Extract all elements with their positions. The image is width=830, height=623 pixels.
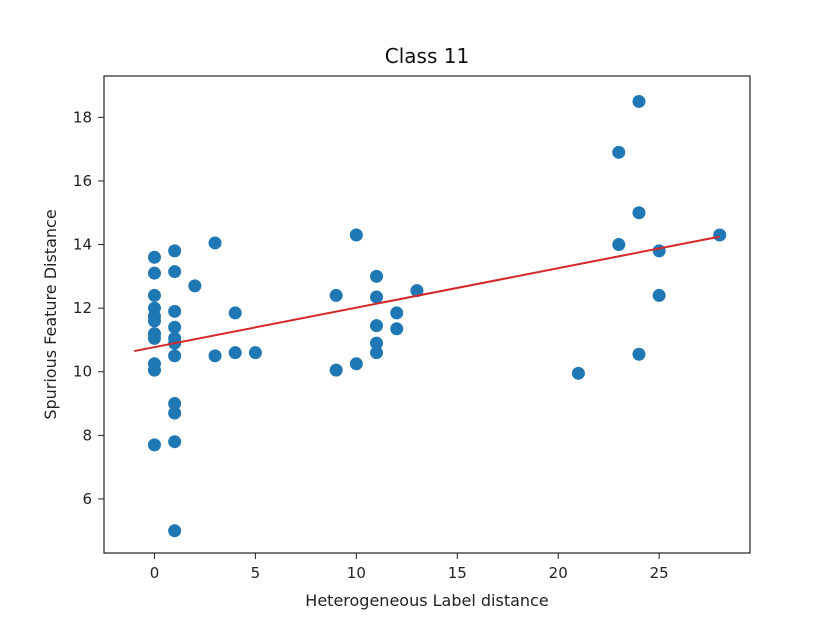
data-point [612, 238, 626, 252]
x-tick-label: 15 [448, 564, 467, 582]
data-point [147, 363, 161, 377]
data-point [147, 288, 161, 302]
chart-title: Class 11 [385, 44, 469, 68]
data-point [632, 206, 646, 220]
y-tick-label: 6 [82, 490, 92, 508]
data-point [168, 304, 182, 318]
data-point [208, 236, 222, 250]
data-point [632, 94, 646, 108]
data-point [208, 349, 222, 363]
data-point [390, 306, 404, 320]
data-point [168, 397, 182, 411]
regression-line [134, 235, 720, 353]
y-tick-label: 8 [82, 426, 92, 444]
data-point [370, 346, 384, 360]
data-point [329, 363, 343, 377]
x-tick-label: 25 [650, 564, 669, 582]
data-point [410, 284, 424, 298]
y-axis-label: Spurious Feature Distance [41, 209, 60, 419]
data-point [248, 346, 262, 360]
data-point [188, 279, 202, 293]
x-tick-label: 10 [347, 564, 366, 582]
y-tick-label: 10 [73, 363, 92, 381]
data-point [147, 250, 161, 264]
data-point [228, 346, 242, 360]
data-point [168, 435, 182, 449]
data-point [168, 265, 182, 279]
data-point [370, 290, 384, 304]
data-point [370, 269, 384, 283]
data-point [349, 228, 363, 242]
data-point [228, 306, 242, 320]
x-tick-label: 0 [150, 564, 160, 582]
data-point [370, 336, 384, 350]
data-point [349, 357, 363, 371]
data-point [168, 349, 182, 363]
data-point [632, 347, 646, 361]
data-points [147, 94, 727, 538]
data-point [147, 331, 161, 345]
y-tick-label: 18 [73, 108, 92, 126]
data-point [147, 438, 161, 452]
data-point [612, 145, 626, 159]
data-point [652, 288, 666, 302]
data-point [713, 228, 727, 242]
data-point [147, 266, 161, 280]
axis-ticks: 0 5 10 15 20 25 6 8 10 12 14 16 18 [73, 108, 669, 582]
x-tick-label: 5 [251, 564, 261, 582]
data-point [571, 366, 585, 380]
data-point [168, 320, 182, 334]
data-point [329, 288, 343, 302]
y-tick-label: 16 [73, 172, 92, 190]
plot-frame [103, 75, 751, 554]
data-point [652, 244, 666, 258]
data-point [370, 319, 384, 333]
data-point [147, 314, 161, 328]
y-tick-label: 12 [73, 299, 92, 317]
data-point [168, 244, 182, 258]
x-axis-label: Heterogeneous Label distance [305, 591, 548, 610]
regression-line-group [134, 235, 720, 353]
x-tick-label: 20 [549, 564, 568, 582]
data-point [390, 322, 404, 336]
data-point [168, 406, 182, 420]
data-point [168, 524, 182, 538]
y-tick-label: 14 [73, 236, 92, 254]
